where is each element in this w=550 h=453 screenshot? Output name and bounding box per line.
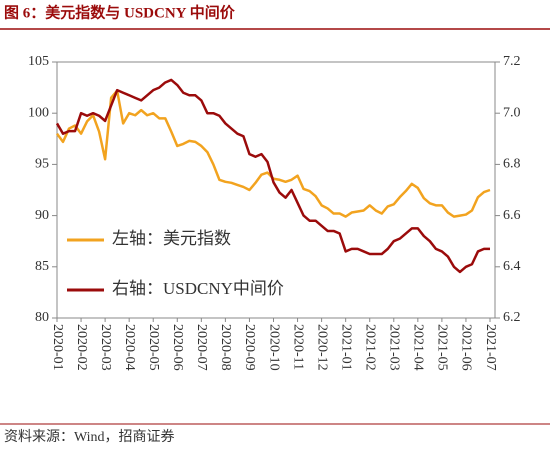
x-tick-label: 2021-01 <box>338 324 353 371</box>
plot-frame <box>56 61 496 319</box>
y-tick-label: 85 <box>35 259 49 274</box>
x-tick-label: 2020-11 <box>290 324 305 370</box>
source: 资料来源：Wind，招商证券 <box>4 429 175 445</box>
y-tick-label: 105 <box>28 54 49 69</box>
y2-tick-label: 6.6 <box>503 208 521 223</box>
x-tick-label: 2021-07 <box>483 324 498 371</box>
x-tick-label: 2021-06 <box>459 324 474 371</box>
x-tick-label: 2020-01 <box>50 324 65 371</box>
x-tick-label: 2020-12 <box>314 324 329 371</box>
x-tick-label: 2021-05 <box>435 324 450 371</box>
y-tick-label: 100 <box>28 105 49 120</box>
y2-tick-label: 6.8 <box>503 157 521 172</box>
series-line <box>55 78 490 274</box>
y-tick-label: 95 <box>35 157 49 172</box>
x-tick-label: 2020-02 <box>74 324 89 371</box>
x-tick-label: 2020-03 <box>98 324 113 371</box>
x-tick-label: 2020-09 <box>242 324 257 371</box>
y-tick-label: 80 <box>35 310 49 325</box>
legend-label: 左轴：美元指数 <box>112 229 231 248</box>
y2-tick-label: 6.2 <box>503 310 521 325</box>
y-tick-label: 90 <box>35 208 49 223</box>
y2-tick-label: 7.2 <box>503 54 521 69</box>
x-tick-label: 2020-05 <box>146 324 161 371</box>
x-tick-label: 2021-04 <box>411 324 426 371</box>
y2-tick-label: 6.4 <box>503 259 521 274</box>
chart-title: 图 6：美元指数与 USDCNY 中间价 <box>4 3 236 21</box>
y2-tick-label: 7.0 <box>503 105 521 120</box>
legend-label: 右轴：USDCNY中间价 <box>112 279 284 298</box>
x-tick-label: 2020-04 <box>122 324 137 371</box>
x-tick-label: 2020-06 <box>170 324 185 371</box>
series-line <box>55 89 491 218</box>
x-tick-label: 2021-02 <box>363 324 378 371</box>
x-tick-label: 2020-07 <box>194 324 209 371</box>
x-tick-label: 2020-10 <box>266 324 281 371</box>
x-tick-label: 2020-08 <box>218 324 233 371</box>
x-tick-label: 2021-03 <box>387 324 402 371</box>
